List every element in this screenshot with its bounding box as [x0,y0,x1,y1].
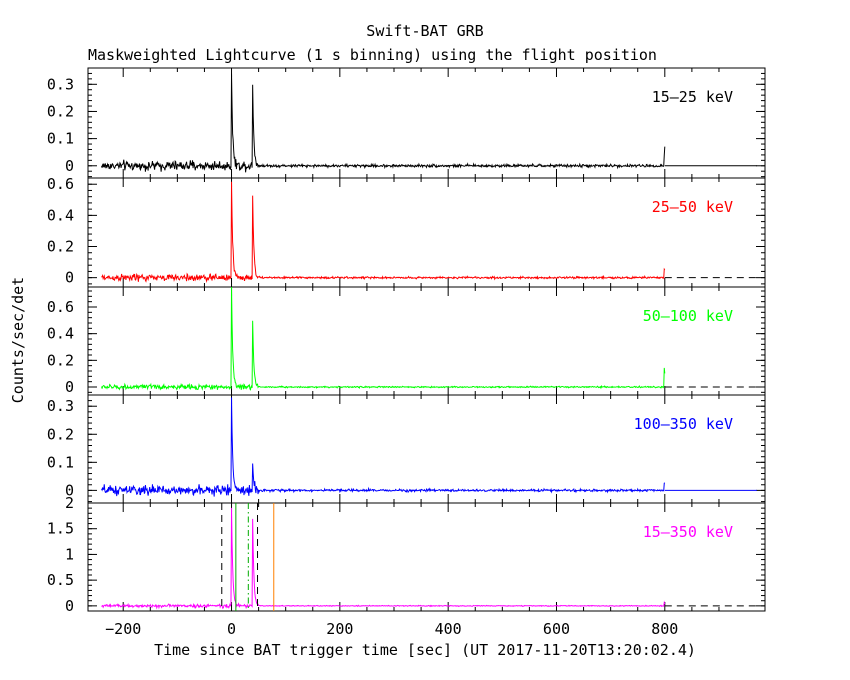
y-tick-label: 0.3 [47,397,74,415]
y-tick-label: 2 [65,494,74,512]
lightcurve-line [101,507,666,610]
lightcurve-line [101,181,666,283]
y-tick-label: 1.5 [47,520,74,538]
y-tick-label: 0 [65,269,74,287]
lightcurve-line [101,73,666,173]
panel-frame [87,177,766,288]
lightcurve-line [101,397,666,497]
x-tick-label: 400 [435,620,462,638]
y-tick-label: 0.2 [47,351,74,369]
chart-title: Swift-BAT GRB [366,22,483,40]
y-tick-label: 0.1 [47,453,74,471]
y-tick-label: 0.1 [47,130,74,148]
y-tick-label: 0.2 [47,425,74,443]
panel-4: 0 0.1 0.2 0.3 100–350 keV [47,394,766,504]
y-tick-label: 0.4 [47,206,74,224]
x-tick-label: 600 [543,620,570,638]
lightcurve-line [101,287,666,391]
y-tick-label: 0.2 [47,238,74,256]
panel-frame [87,502,766,612]
panel-3: 0 0.2 0.4 0.6 50–100 keV [47,286,766,396]
panel-frame [87,286,766,396]
panel-energy-label: 50–100 keV [643,307,733,325]
panel-energy-label: 15–350 keV [643,523,733,541]
panel-energy-label: 100–350 keV [634,415,733,433]
x-axis-label: Time since BAT trigger time [sec] (UT 20… [154,641,696,659]
y-tick-label: 0.5 [47,571,74,589]
y-tick-label: 0.6 [47,175,74,193]
x-tick-label: 800 [651,620,678,638]
y-tick-label: 0 [65,481,74,499]
y-tick-label: 0 [65,157,74,175]
x-tick-label: 200 [326,620,353,638]
y-tick-label: 0 [65,597,74,615]
y-tick-label: 0.3 [47,75,74,93]
y-tick-label: 1 [65,545,74,563]
panel-1: 0 0.1 0.2 0.3 15–25 keV [47,67,766,179]
x-tick-label: 0 [227,620,236,638]
y-tick-label: 0.4 [47,325,74,343]
panel-2: 0 0.2 0.4 0.6 25–50 keV [47,175,766,288]
panel-energy-label: 15–25 keV [652,88,733,106]
chart-subtitle: Maskweighted Lightcurve (1 s binning) us… [88,46,657,64]
y-tick-label: 0 [65,378,74,396]
y-tick-label: 0.6 [47,298,74,316]
panel-5: 0 0.5 1 1.5 2 15–350 keV [47,494,766,615]
y-tick-label: 0.2 [47,102,74,120]
x-tick-label: −200 [105,620,141,638]
panel-energy-label: 25–50 keV [652,198,733,216]
y-axis-label: Counts/sec/det [9,277,27,403]
panel-frame [87,394,766,504]
